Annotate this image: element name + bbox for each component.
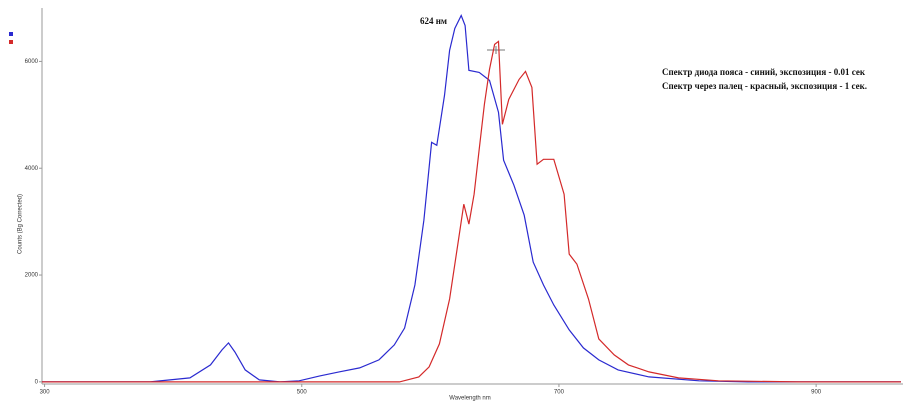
y-tick-label: 4000 (25, 166, 39, 172)
x-tick-label: 500 (297, 390, 308, 396)
x-tick-label: 300 (40, 390, 51, 396)
spectrum-line (42, 40, 901, 383)
annotation: Спектр диода пояса - синий, экспозиция -… (662, 67, 866, 77)
y-axis-title: Counts (Bg Corrected) (18, 194, 24, 254)
x-tick-label: 700 (554, 390, 565, 396)
peak-label: 624 нм (420, 16, 447, 26)
x-axis-title: Wavelength nm (449, 396, 490, 402)
legend-marker (9, 40, 13, 44)
annotation: Спектр через палец - красный, экспозиция… (662, 81, 867, 91)
y-tick-label: 2000 (25, 273, 39, 279)
x-tick-label: 900 (811, 390, 822, 396)
spectrum-line (42, 14, 901, 383)
y-tick-label: 6000 (25, 59, 39, 65)
legend-marker (9, 32, 13, 36)
y-tick-label: 0 (35, 379, 39, 385)
